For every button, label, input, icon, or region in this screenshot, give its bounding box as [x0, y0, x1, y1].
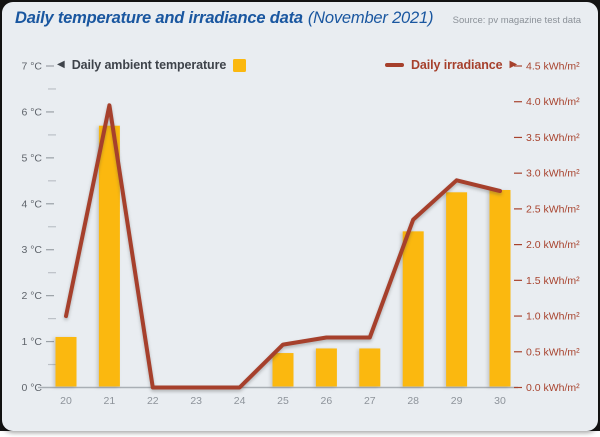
y-right-tick-label: 1.5 kWh/m² — [526, 275, 580, 287]
chart-title-main: Daily temperature and irradiance data — [15, 9, 303, 27]
temperature-bar — [272, 353, 294, 387]
y-right-tick-label: 3.0 kWh/m² — [526, 168, 580, 180]
y-right-tick-label: 0.0 kWh/m² — [526, 382, 580, 394]
x-axis-label: 21 — [104, 395, 116, 407]
y-left-tick-label: 4 °C — [21, 198, 42, 210]
y-right-tick-label: 3.5 kWh/m² — [526, 132, 580, 144]
left-arrow-icon: ◀ — [57, 59, 65, 70]
x-axis-label: 25 — [277, 395, 289, 407]
irradiance-swatch-icon — [385, 63, 404, 67]
y-right-tick-label: 1.0 kWh/m² — [526, 311, 580, 323]
y-right-tick-label: 4.0 kWh/m² — [526, 96, 580, 108]
temperature-bar — [315, 348, 337, 387]
temperature-bar — [402, 231, 424, 387]
temperature-bar — [98, 125, 120, 387]
chart-title: Daily temperature and irradiance data (No… — [15, 9, 433, 28]
x-axis-label: 29 — [451, 395, 463, 407]
x-axis-label: 22 — [147, 395, 159, 407]
chart-title-period: (November 2021) — [307, 9, 434, 27]
legend-temperature-label: Daily ambient temperature — [71, 58, 227, 72]
y-right-tick-label: 0.5 kWh/m² — [526, 346, 580, 358]
y-left-tick-label: 5 °C — [21, 152, 42, 164]
x-axis-label: 26 — [321, 395, 333, 407]
irradiance-line — [64, 103, 502, 390]
y-left-tick-label: 6 °C — [21, 106, 42, 118]
chart-panel: Daily temperature and irradiance data (No… — [2, 2, 598, 431]
temperature-bar — [446, 192, 468, 387]
y-left-tick-label: 1 °C — [21, 336, 42, 348]
temperature-bar — [359, 348, 381, 387]
x-axis-label: 28 — [407, 395, 419, 407]
y-left-tick-label: 3 °C — [21, 244, 42, 256]
legend-temperature: ◀ Daily ambient temperature — [57, 57, 247, 73]
legend-irradiance: Daily irradiance ▶ — [385, 57, 517, 73]
right-arrow-icon: ▶ — [509, 59, 518, 70]
y-left-tick-label: 7 °C — [21, 61, 42, 73]
x-axis-label: 30 — [494, 395, 506, 407]
y-right-tick-label: 2.0 kWh/m² — [526, 239, 580, 251]
source-label: Source: pv magazine test data — [452, 15, 581, 26]
temperature-bar — [489, 190, 511, 387]
x-axis-label: 24 — [234, 395, 246, 407]
x-axis-label: 23 — [190, 395, 202, 407]
legend-irradiance-label: Daily irradiance — [411, 58, 503, 72]
y-left-tick-label: 2 °C — [21, 290, 42, 302]
y-right-tick-label: 2.5 kWh/m² — [526, 203, 580, 215]
chart-plot: 0 °C 1 °C 2 °C 3 °C 4 °C 5 °C 6 °C 7 °C 0.0 kWh/… — [21, 61, 580, 408]
temperature-bar — [55, 336, 77, 387]
y-right-tick-label: 4.5 kWh/m² — [526, 61, 580, 73]
x-axis-label: 27 — [364, 395, 376, 407]
temperature-swatch-icon — [233, 58, 247, 72]
x-axis-label: 20 — [60, 395, 72, 407]
y-left-tick-label: 0 °C — [21, 382, 42, 394]
